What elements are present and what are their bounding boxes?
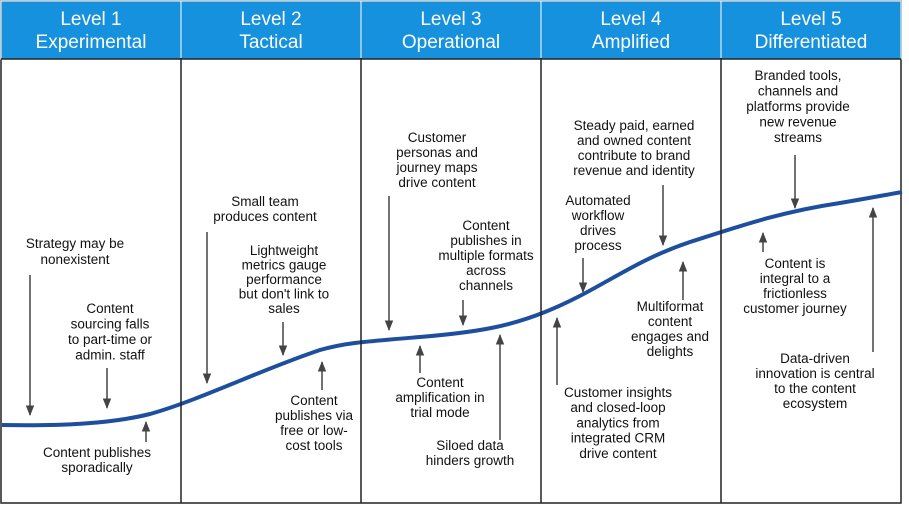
note-line: drive content xyxy=(579,446,657,461)
note-line: sales xyxy=(268,301,300,316)
note-line: content xyxy=(648,314,693,329)
note-line: platforms provide xyxy=(746,99,850,114)
note-line: drive content xyxy=(398,175,476,190)
maturity-curve xyxy=(1,190,903,428)
level-name: Tactical xyxy=(239,32,302,53)
level-number: Level 5 xyxy=(780,9,841,30)
note-line: free or low- xyxy=(280,423,348,438)
level-header xyxy=(540,0,722,60)
note-line: to the content xyxy=(774,381,856,396)
note-line: publishes via xyxy=(275,408,354,423)
note-line: sporadically xyxy=(61,460,133,475)
level-name: Differentiated xyxy=(755,32,868,53)
note-line: produces content xyxy=(213,209,317,224)
note-line: journey maps xyxy=(395,160,477,175)
note-line: admin. staff xyxy=(75,348,145,363)
note-line: nonexistent xyxy=(40,252,109,267)
note-line: innovation is central xyxy=(755,366,874,381)
note-line: analytics from xyxy=(576,415,659,430)
note-line: cost tools xyxy=(285,438,342,453)
note-line: and closed-loop xyxy=(570,400,665,415)
level-name: Amplified xyxy=(592,32,670,53)
note-line: but don't link to xyxy=(239,287,329,302)
level-number: Level 4 xyxy=(600,9,662,30)
note-line: Content xyxy=(462,218,510,233)
note-line: Content publishes xyxy=(43,445,151,460)
level-header xyxy=(180,0,362,60)
note-line: Strategy may be xyxy=(26,236,124,251)
note-line: ecosystem xyxy=(783,396,848,411)
note-line: streams xyxy=(774,130,822,145)
note-line: delights xyxy=(647,344,694,359)
note-line: revenue and identity xyxy=(573,163,695,178)
level-header xyxy=(0,0,182,60)
note-line: hinders growth xyxy=(426,453,515,468)
note-line: process xyxy=(574,238,622,253)
note-line: new revenue xyxy=(759,115,836,130)
note-line: workflow xyxy=(571,208,625,223)
note-line: Customer xyxy=(408,130,467,145)
note-line: Siloed data xyxy=(436,438,504,453)
note-line: Automated xyxy=(565,193,630,208)
note-line: channels xyxy=(459,278,513,293)
note-line: to part-time or xyxy=(68,332,153,347)
note-line: Content xyxy=(86,301,134,316)
note-line: multiple formats xyxy=(438,248,534,263)
note-line: customer journey xyxy=(743,301,847,316)
note-line: across xyxy=(466,263,506,278)
note-line: Multiformat xyxy=(637,299,704,314)
level-number: Level 1 xyxy=(60,9,121,30)
note-line: Branded tools, xyxy=(754,68,841,83)
note-line: drives xyxy=(580,223,616,238)
note-line: performance xyxy=(246,272,322,287)
note-line: sourcing falls xyxy=(71,317,150,332)
note-line: Content xyxy=(416,375,464,390)
note-line: Small team xyxy=(231,194,299,209)
note-line: amplification in xyxy=(395,390,484,405)
note-line: Content is xyxy=(765,256,826,271)
note-line: Steady paid, earned xyxy=(574,118,695,133)
note-line: channels and xyxy=(758,84,838,99)
note-line: personas and xyxy=(396,145,478,160)
level-name: Experimental xyxy=(36,32,147,53)
level-header xyxy=(720,0,902,60)
level-name: Operational xyxy=(402,32,500,53)
note-line: frictionless xyxy=(763,286,827,301)
note-line: integrated CRM xyxy=(571,431,666,446)
note-line: contribute to brand xyxy=(578,148,691,163)
note-line: and owned content xyxy=(577,133,691,148)
note-line: metrics gauge xyxy=(242,258,327,273)
note-line: Data-driven xyxy=(780,351,850,366)
level-number: Level 3 xyxy=(420,9,481,30)
level-number: Level 2 xyxy=(240,9,301,30)
note-line: Lightweight xyxy=(250,243,319,258)
note-line: trial mode xyxy=(410,405,469,420)
note-line: Customer insights xyxy=(564,385,672,400)
note-line: integral to a xyxy=(760,271,831,286)
note-line: engages and xyxy=(631,329,709,344)
note-line: publishes in xyxy=(450,233,521,248)
note-line: Content xyxy=(290,393,338,408)
